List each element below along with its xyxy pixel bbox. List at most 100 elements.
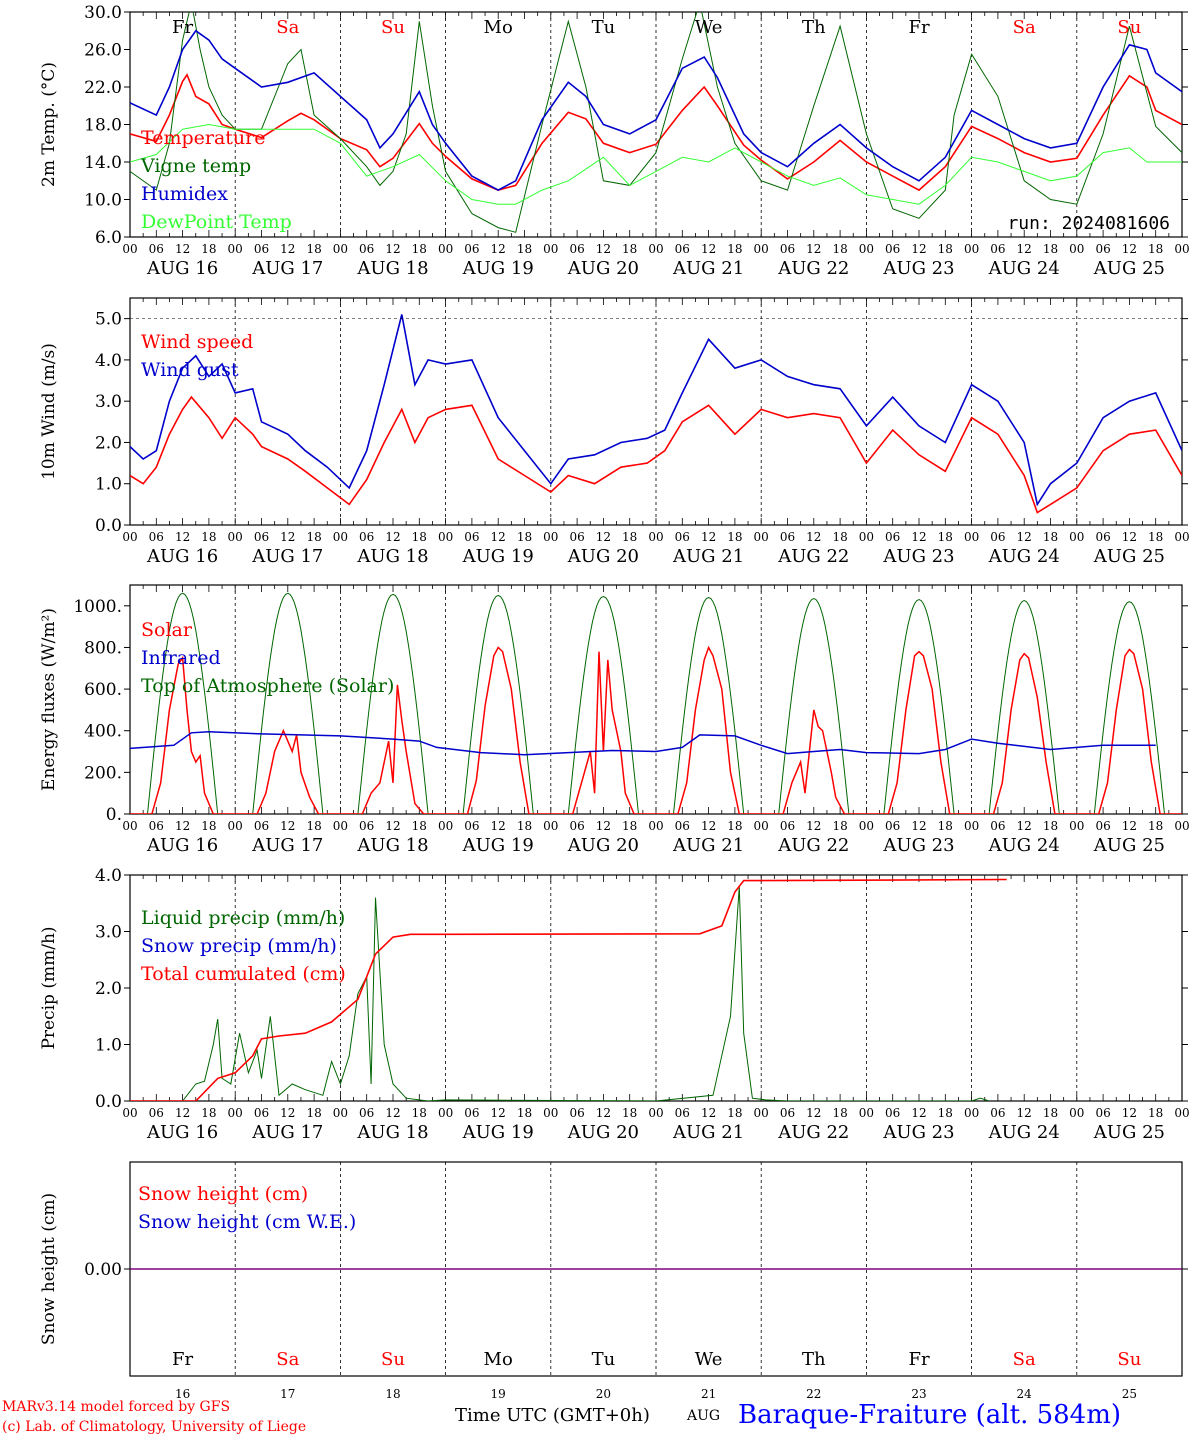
- date-label: AUG 25: [1093, 1122, 1165, 1143]
- hour-tick-label: 06: [885, 1106, 900, 1120]
- hour-tick-label: 18: [1043, 242, 1058, 256]
- date-label: AUG 20: [567, 1122, 639, 1143]
- hour-tick-label: 06: [149, 1106, 164, 1120]
- date-label: AUG 18: [356, 546, 428, 567]
- legend-entry: Humidex: [141, 183, 228, 205]
- hour-tick-label: 12: [911, 1106, 926, 1120]
- hour-tick-label: 18: [1043, 530, 1058, 544]
- hour-tick-label: 06: [569, 242, 584, 256]
- hour-tick-label: 18: [412, 242, 427, 256]
- hour-tick-label: 12: [175, 819, 190, 833]
- y-tick-label: 10.0: [84, 191, 122, 211]
- hour-tick-label: 12: [1122, 530, 1137, 544]
- date-label: AUG 25: [1093, 546, 1165, 567]
- hour-tick-label: 06: [254, 1106, 269, 1120]
- day-name: Sa: [276, 17, 299, 38]
- hour-tick-label: 06: [990, 242, 1005, 256]
- hour-tick-label: 06: [149, 242, 164, 256]
- hour-tick-label: 12: [385, 1106, 400, 1120]
- hour-tick-label: 12: [1122, 1106, 1137, 1120]
- date-label: AUG 16: [146, 546, 218, 567]
- hour-tick-label: 06: [569, 819, 584, 833]
- hour-tick-label: 18: [201, 1106, 216, 1120]
- hour-tick-label: 00: [648, 242, 663, 256]
- hour-tick-label: 18: [938, 530, 953, 544]
- date-label: AUG 21: [672, 258, 744, 279]
- hour-tick-label: 00: [859, 242, 874, 256]
- hour-tick-label: 12: [175, 530, 190, 544]
- panel-snow: 0.00 Snow height (cm) Snow height (cm) Snow…: [39, 1161, 1188, 1401]
- hour-tick-label: 18: [412, 819, 427, 833]
- hour-tick-label: 12: [491, 1106, 506, 1120]
- hour-tick-label: 18: [306, 1106, 321, 1120]
- day-name: Fr: [172, 17, 193, 38]
- hour-tick-label: 06: [464, 1106, 479, 1120]
- hour-tick-label: 06: [359, 1106, 374, 1120]
- panel-wind: 00 06 12 18 00 06 12 18 00 06 12 18 00 06 12 18 00 06 12 18…: [39, 297, 1190, 567]
- hour-tick-label: 00: [1069, 530, 1084, 544]
- hour-tick-label: 00: [1174, 530, 1189, 544]
- hour-tick-label: 00: [228, 530, 243, 544]
- date-label: AUG 24: [988, 835, 1060, 856]
- run-label: run: 2024081606: [1007, 213, 1170, 234]
- hour-tick-label: 00: [859, 530, 874, 544]
- hour-tick-label: 00: [648, 530, 663, 544]
- panel-energy: 00 06 12 18 00 06 12 18 00 06 12 18 00 06 12 18 00 06 12 18…: [39, 584, 1190, 856]
- hour-tick-label: 12: [1017, 819, 1032, 833]
- hour-tick-label: 12: [701, 242, 716, 256]
- hour-tick-label: 00: [228, 819, 243, 833]
- lab-credit: (c) Lab. of Climatology, University of L…: [2, 1419, 307, 1435]
- y-tick-label: 1.0: [95, 1036, 122, 1056]
- date-label: AUG 17: [251, 835, 323, 856]
- series-wind-speed: [130, 395, 1182, 514]
- hour-tick-label: 18: [622, 1106, 637, 1120]
- hour-tick-label: 06: [1095, 1106, 1110, 1120]
- hour-tick-label: 12: [175, 1106, 190, 1120]
- hour-tick-label: 12: [806, 1106, 821, 1120]
- legend-entry: Top of Atmosphere (Solar): [141, 675, 394, 697]
- date-label: AUG 18: [356, 1122, 428, 1143]
- hour-tick-label: 12: [385, 242, 400, 256]
- hour-tick-label: 00: [859, 819, 874, 833]
- y-tick-label: 0.00: [84, 1260, 122, 1280]
- hour-tick-label: 00: [333, 530, 348, 544]
- hour-tick-label: 00: [122, 530, 137, 544]
- y-tick-label: 18.0: [84, 116, 122, 136]
- hour-tick-label: 18: [412, 1106, 427, 1120]
- date-label: AUG 21: [672, 835, 744, 856]
- y-tick-label: 2.0: [95, 979, 122, 999]
- day-name: Fr: [908, 1349, 929, 1370]
- day-name: Mo: [484, 17, 513, 38]
- date-label: AUG 16: [146, 835, 218, 856]
- day-name: Sa: [276, 1349, 299, 1370]
- hour-tick-label: 00: [438, 242, 453, 256]
- month-label: AUG: [687, 1408, 721, 1424]
- hour-tick-label: 00: [754, 242, 769, 256]
- station-title: Baraque-Fraiture (alt. 584m): [738, 1400, 1122, 1430]
- date-label: AUG 16: [146, 1122, 218, 1143]
- hour-tick-label: 12: [1122, 242, 1137, 256]
- plot-area: [130, 314, 1182, 514]
- date-label: AUG 23: [882, 835, 954, 856]
- hour-tick-label: 12: [911, 530, 926, 544]
- y-tick-label: 3.0: [95, 392, 122, 412]
- date-label: AUG 23: [882, 546, 954, 567]
- day-number: 18: [385, 1387, 400, 1401]
- hour-tick-label: 06: [254, 530, 269, 544]
- hour-tick-label: 18: [201, 530, 216, 544]
- hour-tick-label: 12: [280, 242, 295, 256]
- hour-tick-label: 18: [1148, 819, 1163, 833]
- hour-tick-label: 00: [543, 242, 558, 256]
- hour-tick-label: 06: [990, 1106, 1005, 1120]
- hour-tick-label: 12: [280, 819, 295, 833]
- hour-tick-label: 06: [464, 530, 479, 544]
- y-tick-label: 800.: [84, 638, 122, 658]
- series-humidex: [130, 29, 1182, 192]
- date-label: AUG 25: [1093, 835, 1165, 856]
- y-axis-title: Precip (mm/h): [39, 926, 59, 1049]
- hour-tick-label: 06: [254, 242, 269, 256]
- legend-entry: Solar: [141, 619, 193, 641]
- hour-tick-label: 12: [911, 819, 926, 833]
- hour-tick-label: 06: [780, 819, 795, 833]
- hour-tick-label: 00: [859, 1106, 874, 1120]
